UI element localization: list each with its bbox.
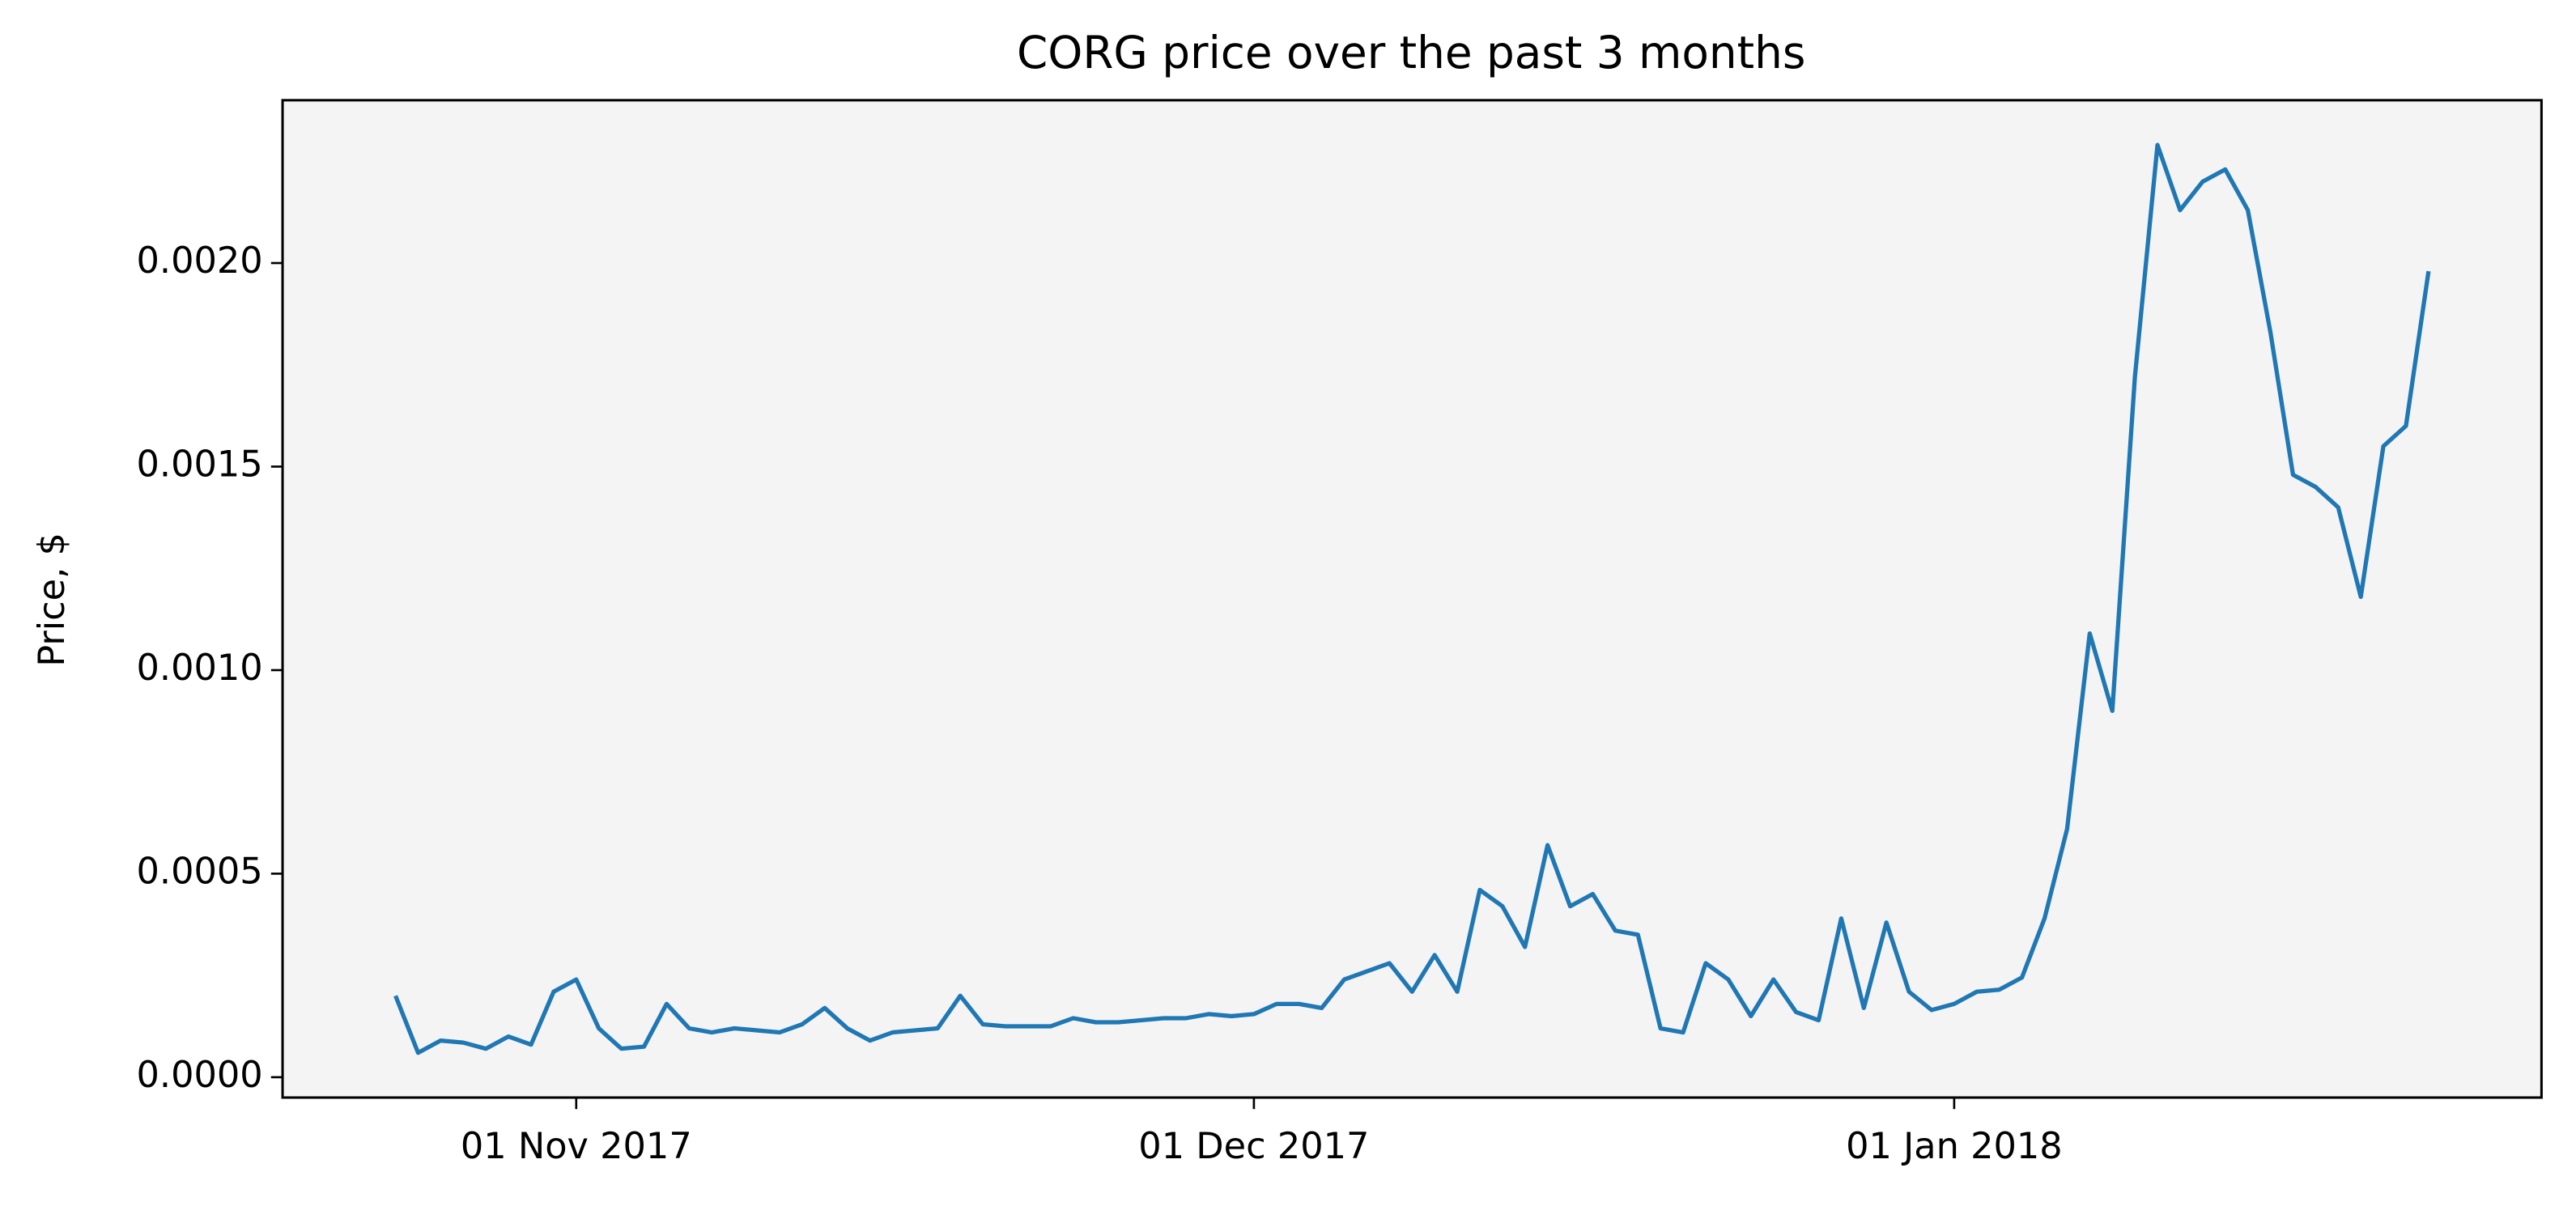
- axes-frame: [281, 99, 2543, 1099]
- chart-title: CORG price over the past 3 months: [1017, 27, 1805, 79]
- y-tick-label: 0.0015: [137, 443, 263, 485]
- y-axis-label: Price, $: [31, 533, 73, 667]
- x-tick-label: 01 Nov 2017: [461, 1125, 692, 1167]
- y-tick-label: 0.0020: [137, 240, 263, 282]
- plot: [393, 142, 2431, 1055]
- y-tick-label: 0.0010: [137, 647, 263, 689]
- x-tick-label: 01 Dec 2017: [1138, 1125, 1369, 1167]
- x-tick-label: 01 Jan 2018: [1846, 1125, 2063, 1167]
- y-tick-label: 0.0005: [137, 850, 263, 892]
- plot-area: [283, 100, 2542, 1098]
- y-tick-label: 0.0000: [137, 1054, 263, 1096]
- price-line: [393, 142, 2431, 1055]
